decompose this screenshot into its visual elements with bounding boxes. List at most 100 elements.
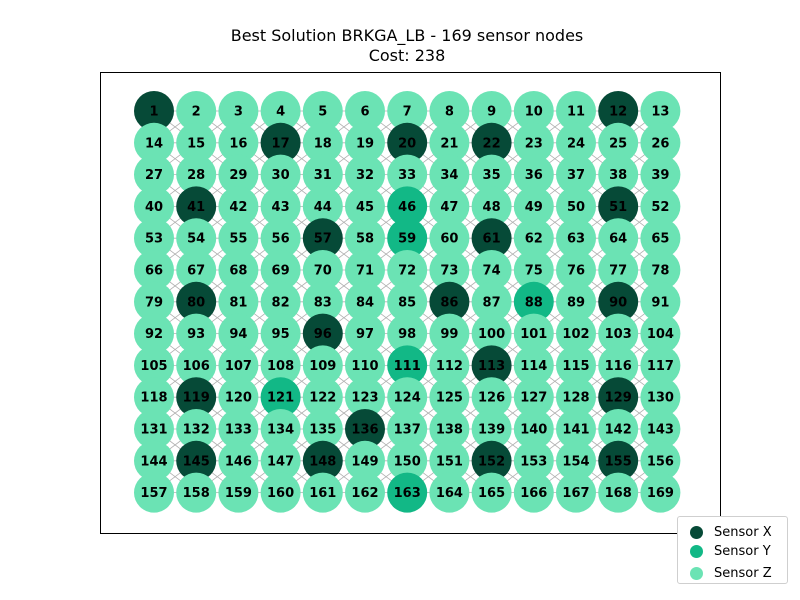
sensor-node-156: 156 <box>640 440 681 481</box>
sensor-node-label: 98 <box>398 327 416 342</box>
sensor-node-label: 86 <box>440 295 458 310</box>
sensor-node-circle <box>640 440 681 481</box>
sensor-node-circle <box>302 154 343 195</box>
sensor-node-93: 93 <box>176 313 217 354</box>
sensor-node-label: 121 <box>267 391 294 406</box>
sensor-node-circle <box>640 409 681 449</box>
sensor-x-marker-icon <box>690 525 703 539</box>
sensor-node-20: 20 <box>387 122 428 163</box>
sensor-node-label: 135 <box>309 423 336 438</box>
legend: Sensor X Sensor Y Sensor Z <box>677 516 788 584</box>
sensor-node-168: 168 <box>598 472 639 513</box>
sensor-node-label: 109 <box>309 359 336 374</box>
sensor-node-label: 104 <box>647 327 674 342</box>
sensor-node-17: 17 <box>260 122 301 163</box>
sensor-node-circle <box>387 409 428 449</box>
sensor-node-circle <box>556 281 596 322</box>
sensor-node-circle <box>387 186 428 227</box>
sensor-node-label: 165 <box>478 486 505 501</box>
sensor-node-label: 113 <box>478 359 505 374</box>
sensor-node-circle <box>260 122 301 163</box>
legend-item-sensor-y: Sensor Y <box>690 542 771 560</box>
sensor-node-56: 56 <box>260 218 301 259</box>
sensor-node-71: 71 <box>345 250 385 290</box>
chart-title: Best Solution BRKGA_LB - 169 sensor node… <box>230 26 584 45</box>
sensor-node-52: 52 <box>640 186 681 227</box>
sensor-node-circle <box>640 472 681 513</box>
sensor-node-81: 81 <box>218 281 259 322</box>
sensor-node-29: 29 <box>218 154 259 195</box>
sensor-node-circle <box>471 472 512 513</box>
sensor-node-label: 116 <box>605 359 632 374</box>
sensor-node-100: 100 <box>471 313 512 354</box>
sensor-node-126: 126 <box>471 377 512 418</box>
sensor-node-circle <box>218 218 259 259</box>
sensor-node-114: 114 <box>513 345 554 386</box>
sensor-node-circle <box>598 440 639 481</box>
sensor-node-34: 34 <box>429 154 470 195</box>
sensor-node-150: 150 <box>387 440 428 481</box>
sensor-node-label: 67 <box>187 264 205 279</box>
sensor-node-label: 66 <box>145 264 163 279</box>
sensor-node-label: 168 <box>605 486 632 501</box>
sensor-node-circle <box>387 440 428 481</box>
sensor-node-37: 37 <box>556 154 596 195</box>
sensor-node-label: 12 <box>609 105 627 120</box>
sensor-node-label: 87 <box>483 295 501 310</box>
sensor-node-69: 69 <box>260 250 301 290</box>
sensor-node-122: 122 <box>302 377 343 418</box>
sensor-node-label: 159 <box>225 486 252 501</box>
sensor-node-60: 60 <box>429 218 470 259</box>
sensor-node-164: 164 <box>429 472 470 513</box>
sensor-node-label: 126 <box>478 391 505 406</box>
sensor-node-92: 92 <box>134 313 174 354</box>
sensor-node-54: 54 <box>176 218 217 259</box>
sensor-node-label: 100 <box>478 327 505 342</box>
sensor-node-label: 59 <box>398 232 416 247</box>
sensor-node-circle <box>218 186 259 227</box>
sensor-node-label: 163 <box>394 486 421 501</box>
sensor-node-label: 71 <box>356 264 374 279</box>
sensor-node-31: 31 <box>302 154 343 195</box>
sensor-node-55: 55 <box>218 218 259 259</box>
sensor-node-circle <box>598 154 639 195</box>
sensor-node-label: 80 <box>187 295 205 310</box>
sensor-node-circle <box>387 122 428 163</box>
sensor-node-circle <box>471 313 512 354</box>
sensor-node-circle <box>260 377 301 418</box>
sensor-node-118: 118 <box>134 377 174 418</box>
sensor-node-label: 146 <box>225 454 252 469</box>
sensor-node-label: 143 <box>647 423 674 438</box>
sensor-node-27: 27 <box>134 154 174 195</box>
sensor-node-label: 26 <box>651 136 669 151</box>
sensor-node-30: 30 <box>260 154 301 195</box>
sensor-node-16: 16 <box>218 122 259 163</box>
sensor-node-circle <box>640 345 681 386</box>
sensor-node-5: 5 <box>302 91 343 131</box>
sensor-node-label: 39 <box>651 168 669 183</box>
sensor-node-label: 51 <box>609 200 627 215</box>
sensor-node-circle <box>134 154 174 195</box>
sensor-node-87: 87 <box>471 281 512 322</box>
sensor-node-label: 4 <box>276 105 285 120</box>
sensor-node-label: 64 <box>609 232 627 247</box>
sensor-node-129: 129 <box>598 377 639 418</box>
sensor-node-label: 49 <box>525 200 543 215</box>
sensor-node-label: 137 <box>394 423 421 438</box>
sensor-node-circle <box>260 154 301 195</box>
sensor-node-circle <box>302 440 343 481</box>
sensor-node-label: 68 <box>229 264 247 279</box>
sensor-node-label: 84 <box>356 295 374 310</box>
sensor-node-144: 144 <box>134 440 174 481</box>
sensor-node-circle <box>556 218 596 259</box>
sensor-node-circle <box>640 91 681 131</box>
sensor-node-circle <box>176 281 217 322</box>
sensor-node-label: 82 <box>272 295 290 310</box>
sensor-node-46: 46 <box>387 186 428 227</box>
sensor-node-72: 72 <box>387 250 428 290</box>
sensor-node-label: 78 <box>651 264 669 279</box>
sensor-node-circle <box>134 186 174 227</box>
sensor-node-11: 11 <box>556 91 596 131</box>
sensor-node-circle <box>429 377 470 418</box>
sensor-node-circle <box>218 313 259 354</box>
